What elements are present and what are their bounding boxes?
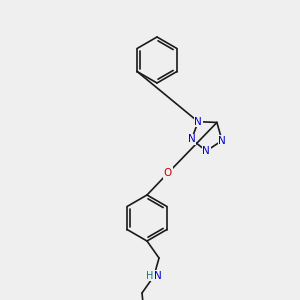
Text: H: H <box>146 271 154 281</box>
Text: N: N <box>194 117 202 127</box>
Text: N: N <box>218 136 226 146</box>
Text: N: N <box>154 271 162 281</box>
Text: N: N <box>202 146 210 156</box>
Text: N: N <box>188 134 196 144</box>
Text: O: O <box>164 168 172 178</box>
